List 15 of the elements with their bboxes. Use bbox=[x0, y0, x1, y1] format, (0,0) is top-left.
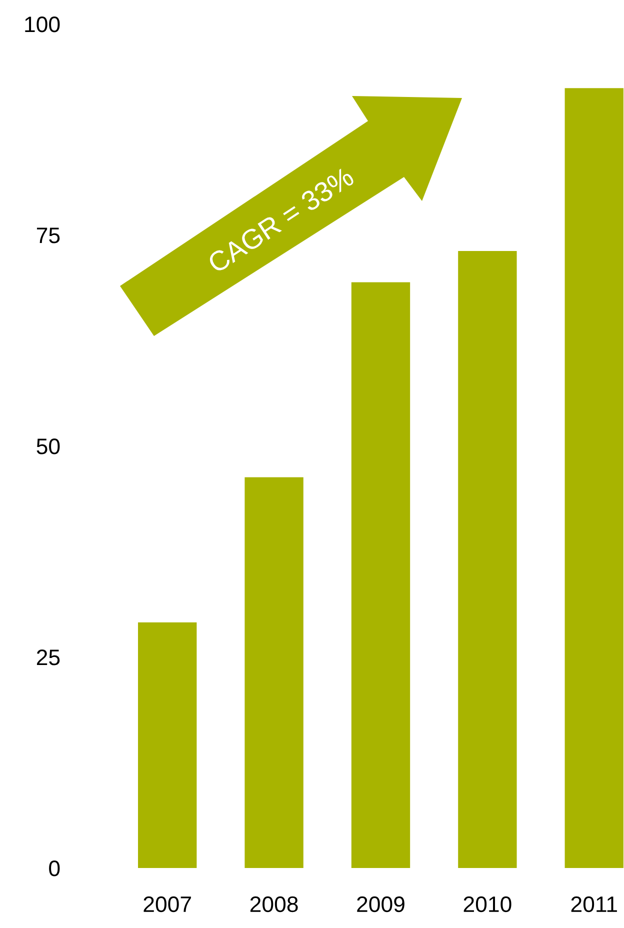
bar bbox=[458, 251, 517, 868]
y-tick-label: 75 bbox=[36, 228, 60, 244]
x-tick-label: 2007 bbox=[144, 896, 191, 912]
bar bbox=[351, 282, 410, 868]
x-tick-label: 2010 bbox=[464, 896, 512, 912]
y-tick-label: 100 bbox=[25, 16, 60, 32]
bar bbox=[244, 477, 304, 868]
bar bbox=[564, 88, 624, 868]
y-tick-label: 25 bbox=[36, 650, 60, 666]
bar bbox=[138, 622, 197, 868]
x-tick-label: 2008 bbox=[250, 896, 298, 912]
y-tick-label: 0 bbox=[49, 860, 60, 876]
x-tick-label: 2011 bbox=[571, 896, 617, 912]
y-tick-label: 50 bbox=[36, 438, 60, 454]
x-tick-label: 2009 bbox=[357, 896, 404, 912]
